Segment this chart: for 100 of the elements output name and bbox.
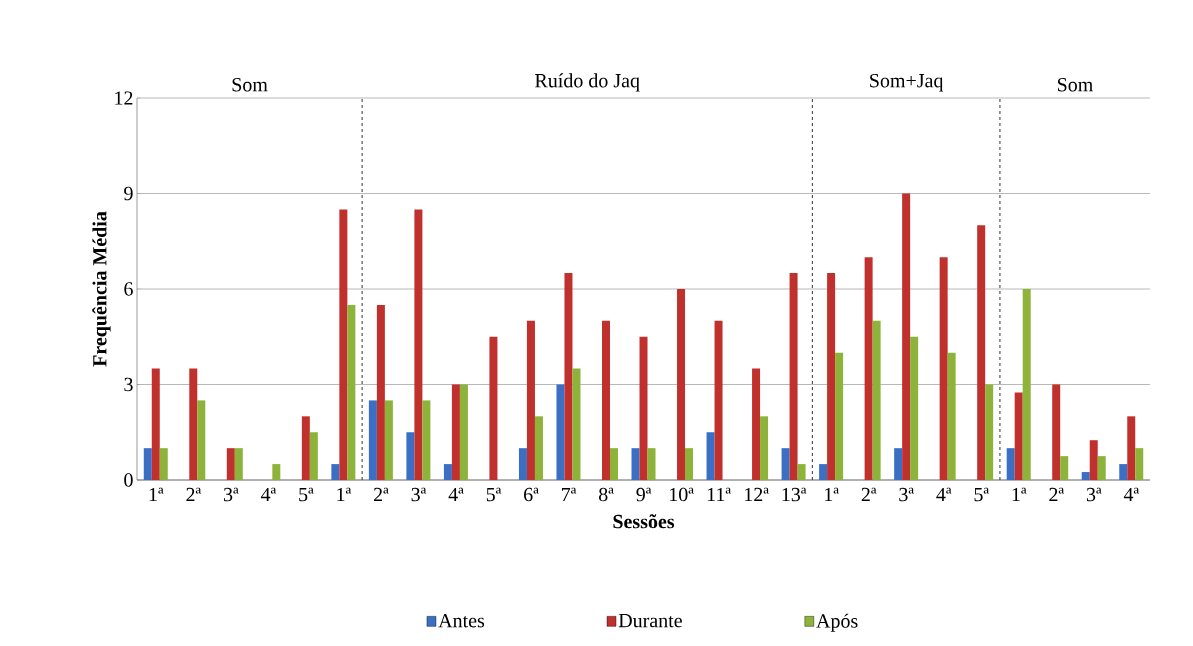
bar xyxy=(902,193,911,480)
bar xyxy=(781,448,790,480)
bar xyxy=(1060,456,1069,480)
bar xyxy=(518,448,527,480)
bar xyxy=(827,273,836,480)
legend-label: Durante xyxy=(618,614,682,628)
bar xyxy=(564,273,573,480)
bar xyxy=(872,320,881,480)
bar xyxy=(1014,392,1023,480)
y-tick-label: 0 xyxy=(124,473,133,487)
x-tick-label: 2ª xyxy=(374,487,389,502)
text: Ruído do Jaq xyxy=(535,73,640,92)
bar xyxy=(601,320,610,480)
x-tick-label: 13ª xyxy=(782,487,807,502)
bar xyxy=(368,400,377,480)
bar xyxy=(572,368,581,480)
bar xyxy=(947,352,956,480)
bar xyxy=(797,464,806,480)
bar xyxy=(677,289,686,480)
x-tick-label: 3ª xyxy=(899,487,914,502)
bar xyxy=(714,320,723,480)
bar xyxy=(159,448,168,480)
bar xyxy=(301,416,310,480)
bar xyxy=(752,368,761,480)
x-tick-label: 1ª xyxy=(337,487,352,502)
bar xyxy=(706,432,715,480)
bar xyxy=(376,304,385,480)
legend-label: Após xyxy=(816,613,858,632)
bar xyxy=(1006,448,1015,480)
bar xyxy=(639,336,648,480)
bar xyxy=(835,352,844,480)
bar xyxy=(189,368,198,480)
x-tick-label: 4ª xyxy=(448,487,464,502)
bar xyxy=(1135,448,1144,480)
bar xyxy=(226,448,235,480)
bar xyxy=(526,320,535,480)
x-tick-label: 12ª xyxy=(745,487,769,502)
x-tick-label: 3ª xyxy=(1086,487,1102,502)
x-tick-label: 4ª xyxy=(936,487,952,502)
bar xyxy=(459,384,468,480)
bar xyxy=(894,448,903,480)
bar xyxy=(609,448,618,480)
bar xyxy=(760,416,769,480)
bar xyxy=(985,384,994,480)
bar xyxy=(647,448,656,480)
bar xyxy=(151,368,160,480)
bar xyxy=(1127,416,1136,480)
bar xyxy=(234,448,243,480)
x-tick-label: 5ª xyxy=(299,487,314,502)
x-tick-label: 7ª xyxy=(562,487,577,502)
x-tick-label: 2ª xyxy=(186,487,201,502)
bar xyxy=(414,209,423,480)
x-tick-label: 3ª xyxy=(224,487,239,502)
bar xyxy=(864,257,873,480)
bar xyxy=(443,464,452,480)
bar xyxy=(347,304,356,480)
bar xyxy=(1052,384,1061,480)
y-tick-label: 3 xyxy=(124,377,133,392)
bar xyxy=(197,400,206,480)
y-axis-title: Frequência Média xyxy=(92,211,111,367)
bar xyxy=(489,336,498,480)
text: Som xyxy=(232,78,268,92)
y-tick-label: 12 xyxy=(115,91,133,105)
x-tick-label: 1ª xyxy=(1012,487,1027,502)
x-tick-label: 9ª xyxy=(636,487,652,502)
x-tick-label: 1ª xyxy=(149,487,164,502)
x-tick-label: 6ª xyxy=(524,487,539,502)
x-tick-label: 4ª xyxy=(260,487,277,502)
x-tick-label: 4ª xyxy=(1123,487,1139,502)
x-axis-title: Sessões xyxy=(613,514,675,529)
bar xyxy=(910,336,919,480)
bar xyxy=(272,464,281,480)
x-tick-label: 2ª xyxy=(1049,487,1064,502)
y-tick-label: 6 xyxy=(124,282,133,296)
bar xyxy=(1089,440,1098,480)
x-tick-label: 11ª xyxy=(707,487,731,502)
bar xyxy=(556,384,565,480)
bar xyxy=(451,384,460,480)
x-tick-label: 8ª xyxy=(599,487,614,502)
bar xyxy=(1081,472,1090,480)
bar xyxy=(331,464,340,480)
bar xyxy=(143,448,152,480)
bar xyxy=(534,416,543,480)
x-tick-label: 3ª xyxy=(411,487,427,502)
x-tick-label: 1ª xyxy=(825,487,839,502)
bar xyxy=(384,400,393,480)
bar xyxy=(1119,464,1128,480)
legend-label: Antes xyxy=(438,613,485,628)
bar xyxy=(406,432,415,480)
y-tick-label: 9 xyxy=(124,186,133,201)
x-tick-label: 10ª xyxy=(670,487,694,502)
bar xyxy=(1097,456,1106,480)
bar xyxy=(339,209,348,480)
bar xyxy=(309,432,318,480)
bar xyxy=(422,400,431,480)
x-tick-label: 5ª xyxy=(486,487,502,502)
text: Som+Jaq xyxy=(870,73,944,92)
bar xyxy=(685,448,694,480)
x-tick-label: 2ª xyxy=(861,487,877,502)
text: Som xyxy=(1057,78,1093,92)
